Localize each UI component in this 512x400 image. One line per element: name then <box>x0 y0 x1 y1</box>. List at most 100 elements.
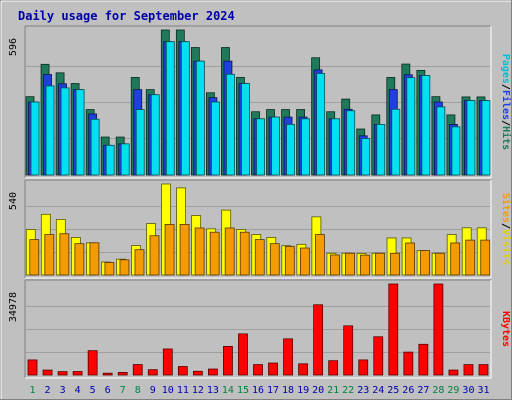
bar-sites-day-1 <box>29 239 40 276</box>
bar-pages-day-25 <box>391 108 401 176</box>
bar-pages-day-20 <box>316 73 326 176</box>
bar-kbytes-day-10 <box>162 348 173 376</box>
bar-pages-day-17 <box>271 116 280 176</box>
x-tick-label-day-28: 28 <box>432 385 444 396</box>
bar-kbytes-day-11 <box>177 366 188 376</box>
x-axis-labels: 1 2 3 4 5 6 7 8 9 10 11 12 13 14 15 16 17 18 19 20 21 22 23 24 2… <box>30 385 490 396</box>
bar-pages-day-4 <box>75 89 85 176</box>
x-tick-label-day-2: 2 <box>45 385 51 396</box>
bar-pages-day-3 <box>60 87 70 176</box>
bar-pages-day-10 <box>165 41 175 176</box>
bar-kbytes-day-23 <box>358 359 369 376</box>
bar-pages-day-11 <box>180 41 190 176</box>
bar-kbytes-day-29 <box>448 369 459 376</box>
series-pages <box>30 41 491 176</box>
bar-sites-day-30 <box>465 239 476 276</box>
right-label-part: KBytes <box>500 311 511 347</box>
bar-kbytes-day-22 <box>343 325 354 376</box>
bar-kbytes-day-4 <box>72 371 83 376</box>
bar-sites-day-5 <box>89 242 100 276</box>
x-tick-label-day-14: 14 <box>222 385 234 396</box>
bar-kbytes-day-20 <box>313 304 324 376</box>
bar-sites-day-16 <box>254 239 265 276</box>
bar-kbytes-day-19 <box>298 363 309 376</box>
right-label-2: Sites/Visits <box>500 193 512 265</box>
bar-kbytes-day-8 <box>132 364 143 376</box>
bar-kbytes-day-31 <box>478 364 489 376</box>
bar-kbytes-day-21 <box>328 360 339 376</box>
bar-sites-day-14 <box>224 227 235 276</box>
bar-sites-day-3 <box>59 233 70 276</box>
bar-sites-day-11 <box>179 224 190 276</box>
bar-pages-day-2 <box>45 85 55 176</box>
y-max-label: 596 <box>8 38 19 56</box>
bar-sites-day-27 <box>420 250 431 276</box>
bar-kbytes-day-15 <box>238 333 248 376</box>
bar-kbytes-day-3 <box>57 371 68 376</box>
panel-background <box>25 280 491 378</box>
x-tick-label-day-9: 9 <box>150 385 156 396</box>
x-tick-label-day-29: 29 <box>447 385 459 396</box>
x-tick-label-day-22: 22 <box>342 385 354 396</box>
bar-pages-day-26 <box>406 77 416 176</box>
x-tick-label-day-6: 6 <box>105 385 111 396</box>
x-tick-label-day-31: 31 <box>477 385 489 396</box>
bar-kbytes-day-14 <box>223 345 233 376</box>
bar-sites-day-6 <box>104 262 115 276</box>
x-tick-label-day-8: 8 <box>135 385 141 396</box>
x-tick-label-day-25: 25 <box>387 385 399 396</box>
x-tick-label-day-16: 16 <box>252 385 264 396</box>
bar-pages-day-16 <box>256 118 265 176</box>
bar-kbytes-day-1 <box>27 359 38 376</box>
bar-kbytes-day-18 <box>283 338 293 376</box>
series-kbytes <box>27 283 489 376</box>
bar-kbytes-day-12 <box>192 370 203 376</box>
bar-sites-day-7 <box>119 259 130 276</box>
bar-pages-day-1 <box>30 101 40 176</box>
x-tick-label-day-3: 3 <box>60 385 66 396</box>
right-label-part: Files <box>500 90 512 120</box>
bar-kbytes-day-16 <box>253 364 263 376</box>
bar-sites-day-25 <box>390 252 400 276</box>
bar-kbytes-day-25 <box>388 283 399 376</box>
right-label-part: / <box>500 223 511 229</box>
x-tick-label-day-24: 24 <box>372 385 384 396</box>
bar-kbytes-day-7 <box>117 371 128 376</box>
bar-sites-day-17 <box>269 243 280 276</box>
bar-pages-day-18 <box>286 124 295 176</box>
bar-sites-day-15 <box>239 231 250 276</box>
x-tick-label-day-11: 11 <box>177 385 189 396</box>
panel-2: 540 <box>8 179 492 279</box>
bar-pages-day-27 <box>421 75 431 176</box>
bar-sites-day-22 <box>345 252 355 276</box>
right-label-1: Pages/Files/Hits <box>500 54 512 150</box>
bar-pages-day-8 <box>135 109 145 176</box>
chart-title: Daily usage for September 2024 <box>18 9 235 23</box>
bar-pages-day-29 <box>451 126 461 176</box>
bar-kbytes-day-30 <box>463 364 474 376</box>
bar-pages-day-31 <box>481 100 491 176</box>
x-tick-label-day-1: 1 <box>30 385 36 396</box>
x-tick-label-day-23: 23 <box>357 385 369 396</box>
bar-pages-day-5 <box>90 118 100 176</box>
bar-pages-day-30 <box>466 100 476 176</box>
x-tick-label-day-10: 10 <box>162 385 174 396</box>
x-tick-label-day-27: 27 <box>417 385 429 396</box>
bar-sites-day-4 <box>74 243 85 276</box>
bar-pages-day-13 <box>210 101 220 176</box>
x-tick-label-day-15: 15 <box>237 385 249 396</box>
bar-sites-day-12 <box>194 227 205 276</box>
x-tick-label-day-26: 26 <box>402 385 414 396</box>
bar-pages-day-28 <box>436 106 446 176</box>
right-label-part: / <box>500 84 511 90</box>
x-tick-label-day-5: 5 <box>90 385 96 396</box>
bar-kbytes-day-13 <box>207 368 218 376</box>
right-label-part: Visits <box>500 229 512 265</box>
bar-pages-day-7 <box>120 143 130 176</box>
bar-kbytes-day-17 <box>268 362 278 376</box>
right-label-part: Hits <box>500 126 512 150</box>
x-tick-label-day-4: 4 <box>75 385 81 396</box>
